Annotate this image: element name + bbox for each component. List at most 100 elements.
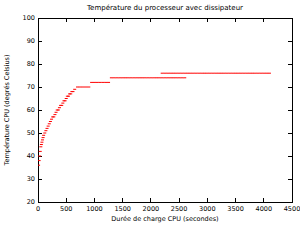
point [46, 128, 49, 129]
x-tick [94, 198, 95, 202]
point [76, 87, 79, 88]
point [52, 116, 55, 117]
point [169, 73, 172, 74]
point [155, 77, 158, 78]
point [178, 77, 181, 78]
point [186, 73, 189, 74]
y-tick [38, 64, 42, 65]
point [40, 142, 43, 143]
x-tick-label: 4000 [256, 205, 273, 213]
x-tick-mirror [292, 18, 293, 22]
x-tick-mirror [94, 18, 95, 22]
point [175, 77, 178, 78]
point [42, 137, 45, 138]
x-tick-mirror [38, 18, 39, 22]
point [206, 73, 209, 74]
point [127, 77, 130, 78]
point [107, 82, 110, 83]
y-tick [38, 87, 42, 88]
point [58, 107, 61, 108]
point [152, 77, 155, 78]
y-tick-mirror [288, 179, 292, 180]
points [38, 73, 271, 165]
point [116, 77, 119, 78]
point [47, 126, 50, 127]
point [99, 82, 102, 83]
point [149, 77, 152, 78]
y-tick [38, 110, 42, 111]
point [161, 73, 164, 74]
point [60, 105, 63, 106]
point [203, 73, 206, 74]
x-tick-label: 1000 [86, 205, 103, 213]
y-tick [38, 41, 42, 42]
x-axis-label: Durée de charge CPU (secondes) [111, 215, 218, 223]
point [265, 73, 268, 74]
point [64, 100, 67, 101]
x-tick [263, 198, 264, 202]
point [138, 77, 141, 78]
point [130, 77, 133, 78]
y-tick-mirror [288, 18, 292, 19]
point [65, 98, 68, 99]
y-tick-label: 30 [27, 175, 35, 183]
point [38, 156, 41, 157]
y-tick [38, 133, 42, 134]
point [166, 77, 169, 78]
plot-frame [38, 18, 292, 202]
chart: Température du processeur avec dissipate… [0, 0, 300, 225]
point [141, 77, 144, 78]
y-tick [38, 156, 42, 157]
point [172, 73, 175, 74]
point [132, 77, 135, 78]
x-tick [150, 198, 151, 202]
point [178, 73, 181, 74]
point [183, 73, 186, 74]
point [121, 77, 124, 78]
x-tick [179, 198, 180, 202]
point [147, 77, 150, 78]
y-tick-label: 70 [27, 83, 35, 91]
point [39, 146, 42, 147]
point [49, 121, 52, 122]
point [38, 160, 41, 161]
x-tick [207, 198, 208, 202]
point [69, 93, 72, 94]
x-tick [292, 198, 293, 202]
point [217, 73, 220, 74]
y-tick-mirror [288, 156, 292, 157]
y-tick-label: 90 [27, 37, 35, 45]
point [209, 73, 212, 74]
point [166, 73, 169, 74]
point [110, 77, 113, 78]
title: Température du processeur avec dissipate… [86, 4, 243, 12]
point [96, 82, 99, 83]
y-tick-label: 50 [27, 129, 35, 137]
point [245, 73, 248, 74]
point [228, 73, 231, 74]
point [40, 144, 43, 145]
point [73, 89, 76, 90]
point [259, 73, 262, 74]
y-tick-mirror [288, 64, 292, 65]
point [42, 135, 45, 136]
y-tick-mirror [288, 87, 292, 88]
point [211, 73, 214, 74]
point [164, 73, 167, 74]
point [61, 103, 64, 104]
y-tick [38, 179, 42, 180]
point [144, 77, 147, 78]
point [200, 73, 203, 74]
y-tick-mirror [288, 133, 292, 134]
point [240, 73, 243, 74]
x-tick-label: 4500 [284, 205, 300, 213]
point [243, 73, 246, 74]
y-tick-label: 80 [27, 60, 35, 68]
point [44, 130, 47, 131]
point [175, 73, 178, 74]
point [161, 77, 164, 78]
point [118, 77, 121, 78]
y-axis-label: Température CPU (degrés Celsius) [3, 55, 11, 167]
x-tick-mirror [66, 18, 67, 22]
point [189, 73, 192, 74]
